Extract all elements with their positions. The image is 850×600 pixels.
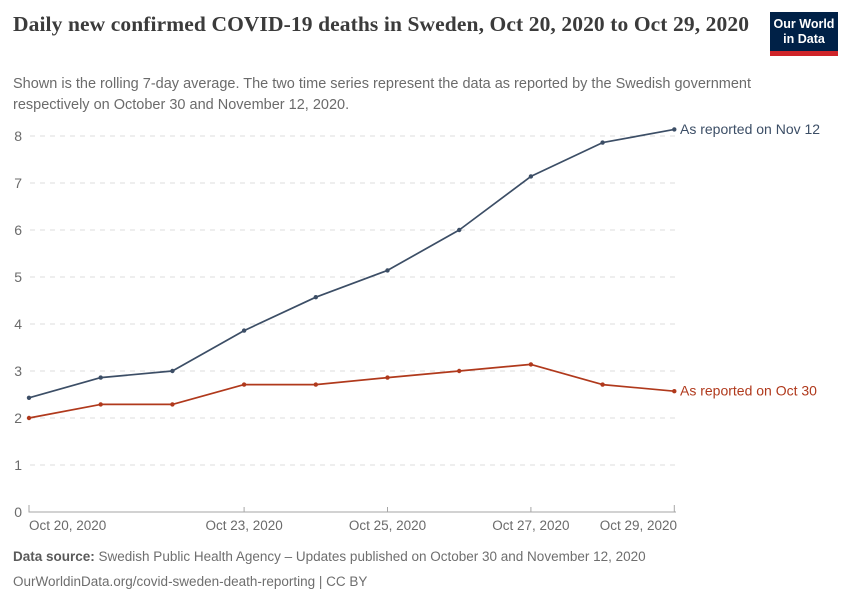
- data-point-marker: [26, 415, 32, 421]
- data-point-marker: [528, 174, 534, 179]
- data-point-marker: [672, 127, 677, 132]
- data-point-marker: [98, 402, 103, 407]
- data-point-marker: [385, 375, 390, 380]
- x-tick-label: Oct 29, 2020: [600, 518, 677, 533]
- series-lines: [26, 127, 677, 421]
- x-axis-labels: Oct 20, 2020 Oct 23, 2020 Oct 25, 2020 Oct …: [29, 518, 677, 533]
- data-point-marker: [672, 389, 677, 394]
- owid-logo[interactable]: Our World in Data: [770, 12, 838, 56]
- x-axis: [28, 505, 676, 513]
- data-source-text: Swedish Public Health Agency – Updates p…: [94, 549, 646, 564]
- series-line: [28, 363, 676, 419]
- data-point-marker: [528, 362, 534, 367]
- series-line: [28, 128, 676, 399]
- data-point-marker: [241, 382, 247, 387]
- y-tick-label: 7: [14, 175, 22, 191]
- data-point-marker: [241, 328, 247, 333]
- data-point-marker: [26, 395, 32, 400]
- data-point-marker: [170, 368, 175, 374]
- chart-title: Daily new confirmed COVID-19 deaths in S…: [13, 12, 750, 36]
- y-tick-label: 5: [14, 269, 22, 285]
- chart-subtitle: Shown is the rolling 7-day average. The …: [13, 76, 752, 113]
- data-point-marker: [600, 382, 605, 387]
- data-point-marker: [98, 375, 103, 380]
- x-tick-label: Oct 25, 2020: [349, 518, 426, 533]
- y-tick-label: 3: [14, 363, 22, 379]
- y-axis-labels: 0 1 2 3 4 5 6 7 8: [14, 128, 22, 520]
- data-point-marker: [600, 140, 605, 145]
- series-end-label: As reported on Oct 30: [680, 383, 817, 399]
- data-point-marker: [313, 295, 318, 300]
- data-point-marker: [385, 268, 390, 273]
- data-point-marker: [170, 402, 175, 407]
- y-tick-label: 0: [14, 504, 22, 520]
- chart-footer: Data source: Swedish Public Health Agenc…: [13, 544, 833, 594]
- y-tick-label: 1: [14, 457, 22, 473]
- data-point-marker: [457, 368, 462, 374]
- x-tick-label: Oct 20, 2020: [29, 518, 106, 533]
- y-tick-label: 4: [14, 316, 22, 332]
- y-tick-label: 6: [14, 222, 22, 238]
- series-end-labels: As reported on Nov 12 As reported on Oct …: [680, 121, 820, 399]
- y-tick-label: 8: [14, 128, 22, 144]
- data-point-marker: [457, 227, 462, 233]
- series-oct30: [26, 362, 677, 421]
- owid-logo-line2: in Data: [783, 31, 825, 46]
- x-tick-label: Oct 27, 2020: [492, 518, 569, 533]
- x-tick-label: Oct 23, 2020: [205, 518, 282, 533]
- series-end-label: As reported on Nov 12: [680, 121, 820, 137]
- data-source-label: Data source:: [13, 549, 95, 564]
- url-license-line: OurWorldinData.org/covid-sweden-death-re…: [13, 574, 368, 589]
- data-point-marker: [313, 382, 318, 387]
- y-tick-label: 2: [14, 410, 22, 426]
- owid-logo-line1: Our World: [773, 16, 835, 31]
- gridlines: [30, 135, 676, 466]
- series-nov12: [26, 127, 677, 400]
- data-source-line: Data source: Swedish Public Health Agenc…: [13, 544, 833, 569]
